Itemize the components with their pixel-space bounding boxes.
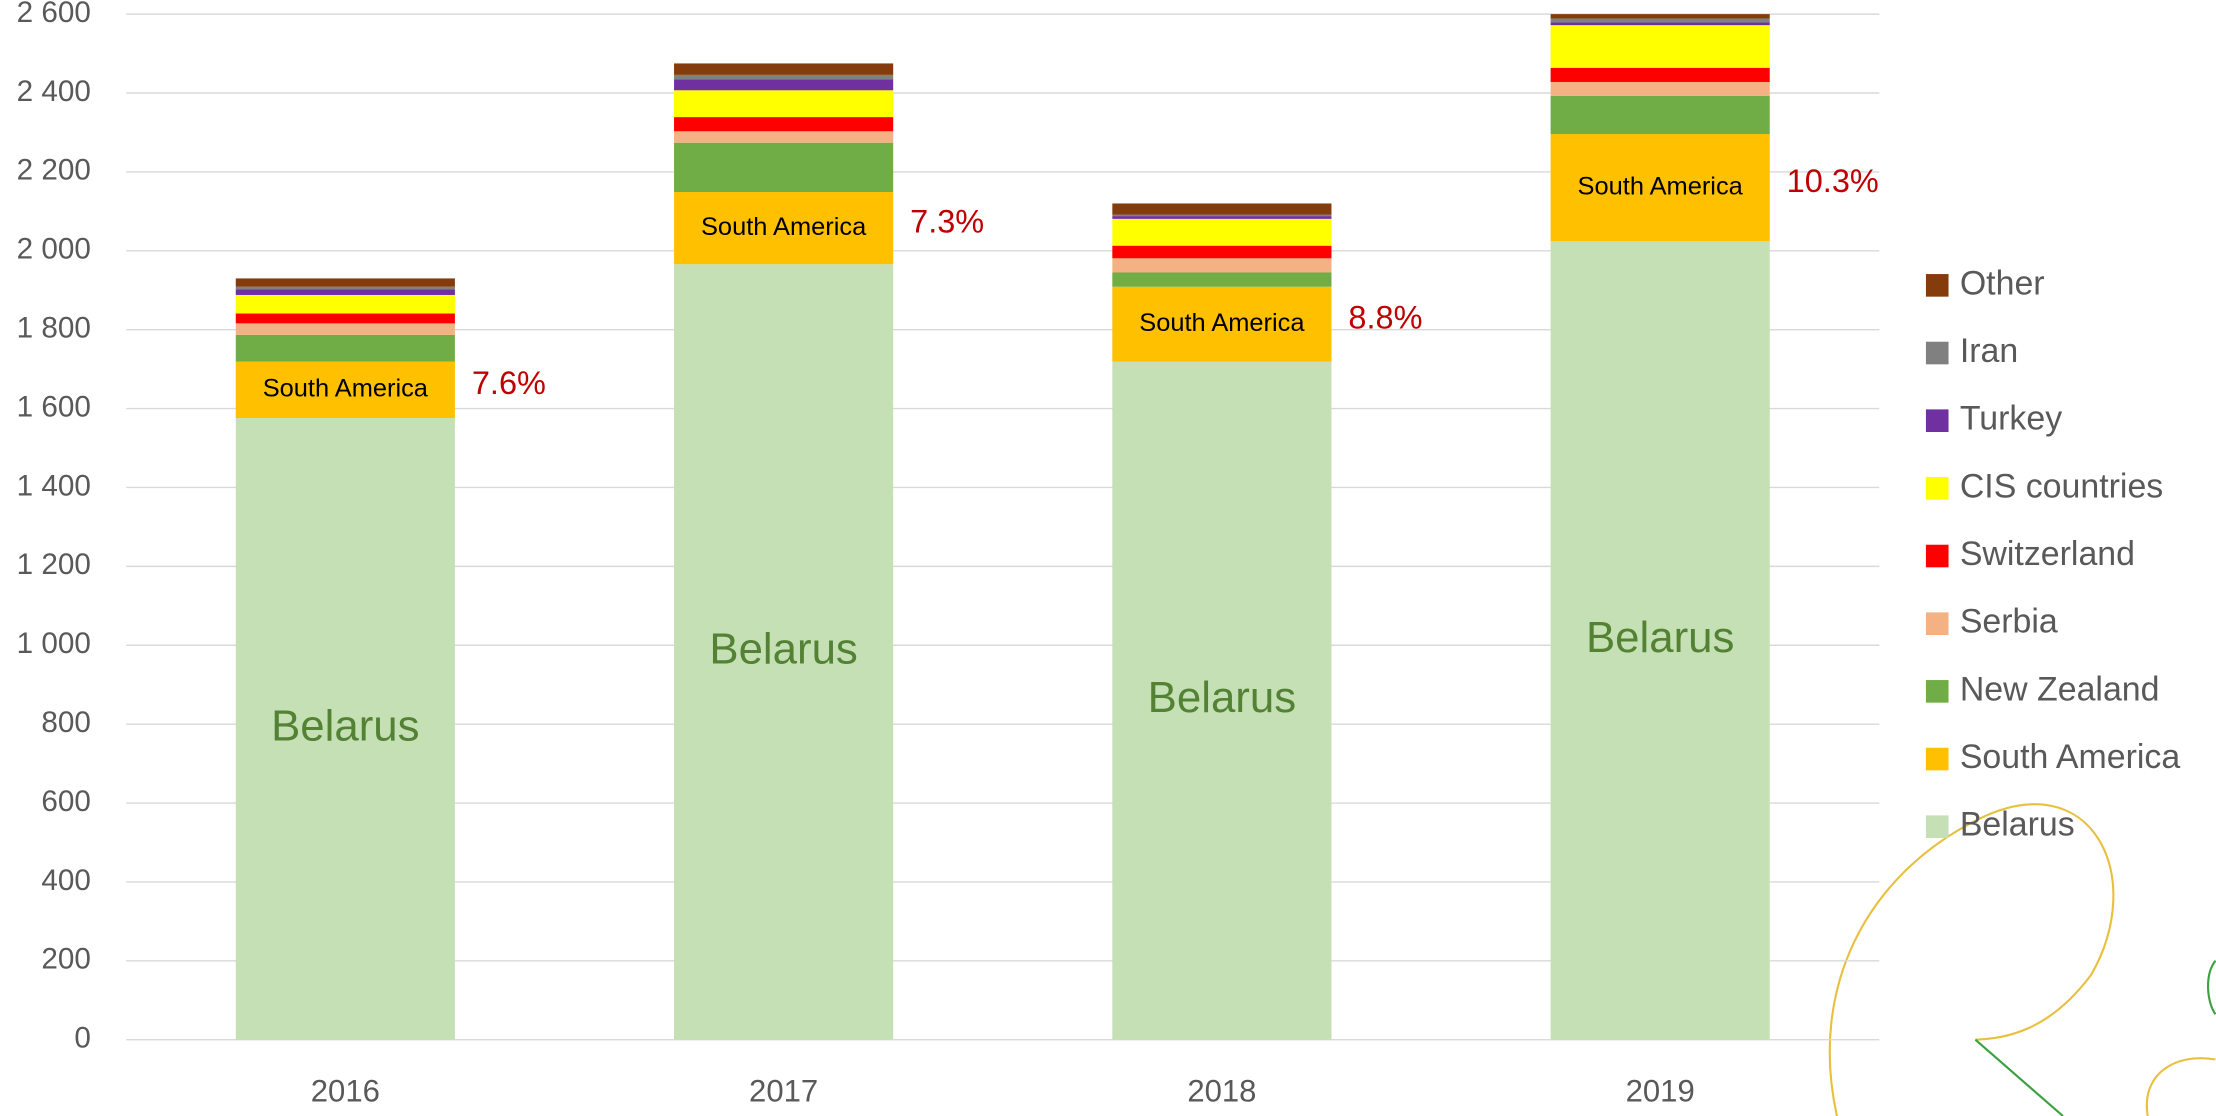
- bar-segment: [1112, 214, 1332, 217]
- y-tick-label: 2 200: [17, 154, 91, 187]
- legend-swatch: [1925, 680, 1949, 703]
- bar-segment: [1112, 361, 1332, 1040]
- y-tick-label: 400: [41, 864, 90, 897]
- bar-segment: [674, 117, 894, 132]
- x-tick-label: 2017: [749, 1074, 818, 1109]
- bar-segment: [674, 142, 894, 193]
- bar-segment: [235, 323, 455, 335]
- decor-curve: [2207, 959, 2216, 1015]
- bar-segment: [1550, 241, 1770, 1040]
- bar-segment: [235, 418, 455, 1040]
- segment-label: Belarus: [1148, 673, 1296, 722]
- bar-segment: [674, 131, 894, 143]
- y-tick-label: 1 600: [17, 390, 91, 423]
- legend-label: Turkey: [1960, 400, 2062, 438]
- x-tick-label: 2019: [1626, 1074, 1695, 1109]
- bar-segment: [1112, 218, 1332, 246]
- bar-segment: [1112, 258, 1332, 273]
- y-tick-label: 2 600: [17, 0, 91, 29]
- legend-swatch: [1925, 274, 1949, 297]
- legend-label: Iran: [1960, 332, 2018, 370]
- bar-segment: [1112, 216, 1332, 219]
- bar-segment: [235, 361, 455, 419]
- segment-label: South America: [701, 213, 867, 241]
- legend-label: Belarus: [1960, 806, 2075, 844]
- y-tick-label: 1 000: [17, 627, 91, 660]
- bar-segment: [674, 74, 894, 80]
- segment-label: Belarus: [271, 701, 419, 750]
- bar-segment: [1112, 245, 1332, 259]
- legend-label: Switzerland: [1960, 535, 2135, 573]
- share-label: 7.6%: [472, 365, 546, 401]
- bar-segment: [235, 286, 455, 290]
- x-tick-label: 2018: [1187, 1074, 1256, 1109]
- y-tick-label: 2 000: [17, 233, 91, 266]
- bar-segment: [1112, 286, 1332, 362]
- y-tick-label: 800: [41, 706, 90, 739]
- x-tick-label: 2016: [311, 1074, 380, 1109]
- decor-line: [1974, 1038, 2064, 1116]
- bar-segment: [674, 90, 894, 118]
- segment-label: South America: [1139, 309, 1305, 337]
- bar-segment: [1550, 134, 1770, 242]
- bar-segment: [1550, 22, 1770, 26]
- segment-label: South America: [263, 375, 429, 403]
- bar-segment: [1550, 14, 1770, 19]
- share-label: 8.8%: [1348, 300, 1422, 336]
- bar-segment: [235, 334, 455, 362]
- segment-label: South America: [1578, 172, 1744, 200]
- decor-curve: [1828, 803, 2115, 1116]
- bar-segment: [674, 63, 894, 75]
- share-label: 10.3%: [1787, 163, 1879, 199]
- y-tick-label: 600: [41, 785, 90, 818]
- bar-segment: [235, 289, 455, 295]
- legend-swatch: [1925, 747, 1949, 771]
- bar-segment: [674, 192, 894, 265]
- decor-curve: [2145, 1057, 2216, 1116]
- bar-segment: [235, 313, 455, 324]
- y-tick-label: 2 400: [17, 75, 91, 108]
- y-tick-label: 1 400: [17, 469, 91, 502]
- legend-swatch: [1925, 544, 1949, 568]
- legend-swatch: [1925, 409, 1949, 432]
- legend-swatch: [1925, 612, 1949, 635]
- bar-segment: [1550, 25, 1770, 68]
- bar-segment: [1550, 81, 1770, 96]
- segment-label: Belarus: [709, 625, 857, 674]
- legend-label: South America: [1960, 738, 2181, 776]
- legend-swatch: [1925, 341, 1949, 365]
- bar-segment: [235, 294, 455, 314]
- bar-segment: [1112, 203, 1332, 215]
- legend-swatch: [1925, 815, 1949, 838]
- bar-segment: [1112, 272, 1332, 287]
- share-label: 7.3%: [910, 203, 984, 239]
- y-tick-label: 200: [41, 943, 90, 976]
- segment-label: Belarus: [1586, 613, 1734, 662]
- legend-swatch: [1925, 477, 1949, 500]
- legend-label: CIS countries: [1960, 467, 2163, 505]
- legend-label: Other: [1960, 264, 2045, 302]
- y-tick-label: 1 200: [17, 548, 91, 581]
- legend-label: Serbia: [1960, 603, 2058, 641]
- bar-segment: [1550, 18, 1770, 23]
- bar-segment: [235, 278, 455, 287]
- bar-segment: [674, 264, 894, 1040]
- legend-label: New Zealand: [1960, 670, 2160, 708]
- bar-segment: [674, 79, 894, 91]
- decoration: [1828, 803, 2216, 1116]
- y-tick-label: 1 800: [17, 312, 91, 345]
- bar-segment: [1550, 95, 1770, 135]
- y-tick-label: 0: [74, 1022, 91, 1055]
- bar-segment: [1550, 67, 1770, 82]
